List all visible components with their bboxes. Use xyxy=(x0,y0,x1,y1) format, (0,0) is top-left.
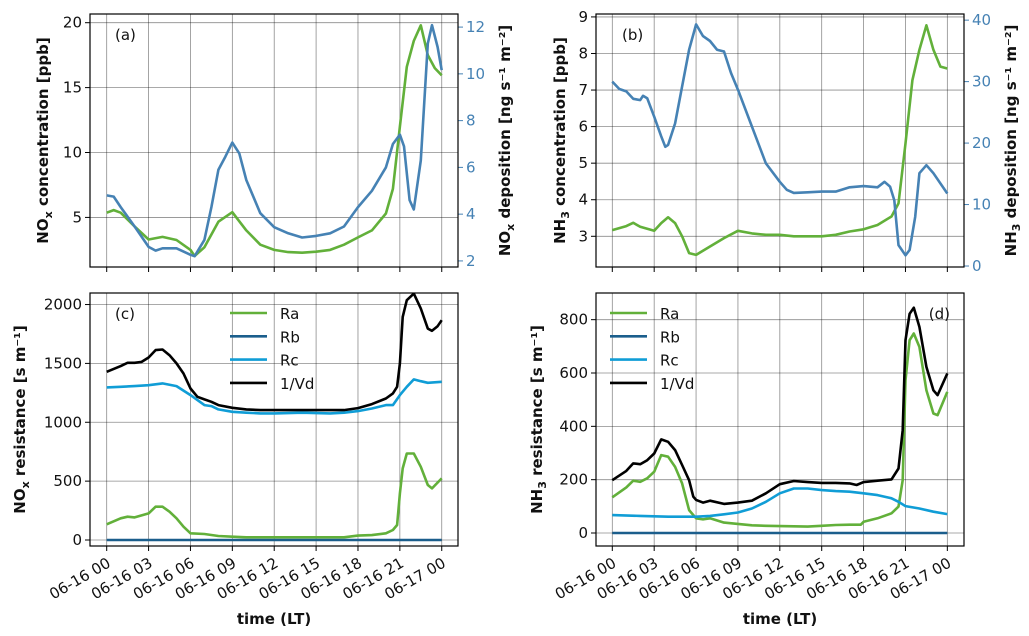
y-tick-label: 0 xyxy=(578,524,588,542)
y2-axis-label: NOx deposition [ng s⁻¹ m⁻²] xyxy=(496,25,517,256)
y-tick-label: 4 xyxy=(578,191,588,209)
y-axis-label: NOx concentration [ppb] xyxy=(34,37,55,243)
y2-axis-label: NH3 deposition [ng s⁻¹ m⁻²] xyxy=(1002,25,1023,257)
x-axis-label: time (LT) xyxy=(743,610,817,628)
y2-tick-label: 20 xyxy=(972,134,991,152)
y2-tick-label: 12 xyxy=(466,18,485,36)
y-tick-label: 500 xyxy=(53,472,82,490)
series-line-rc xyxy=(612,487,948,518)
y-tick-label: 1000 xyxy=(44,413,82,431)
series-line-nh3-deposition xyxy=(611,23,949,257)
y-tick-label: 200 xyxy=(559,471,588,489)
y2-tick-label: 10 xyxy=(466,65,485,83)
y-tick-label: 800 xyxy=(559,311,588,329)
y2-axis-label-main: NO xyxy=(496,231,514,256)
y2-axis-label-main: NH xyxy=(1002,231,1020,256)
y-tick-label: 400 xyxy=(559,417,588,435)
y-axis-label: NOx resistance [s m⁻¹] xyxy=(11,325,32,513)
series-line-nh3-concentration xyxy=(611,24,948,257)
series-line-rc xyxy=(106,378,442,415)
y2-axis-label-subscript: x xyxy=(504,224,517,231)
legend-entry: Ra xyxy=(280,305,299,323)
axes-frame xyxy=(595,292,965,547)
axes-frame xyxy=(89,292,459,547)
y-tick-label: 6 xyxy=(578,118,588,136)
legend-entry: 1/Vd xyxy=(280,375,314,393)
y-tick-label: 3 xyxy=(578,227,588,245)
y-tick-label: 9 xyxy=(578,8,588,26)
x-axis-label: time (LT) xyxy=(237,610,311,628)
y2-axis-label-rest: deposition [ng s⁻¹ m⁻²] xyxy=(496,25,514,224)
y2-tick-label: 10 xyxy=(972,196,991,214)
y-axis-label-subscript: x xyxy=(42,211,55,218)
y-tick-label: 7 xyxy=(578,81,588,99)
y2-tick-label: 30 xyxy=(972,73,991,91)
y-tick-label: 8 xyxy=(578,44,588,62)
panel-label: (a) xyxy=(115,26,136,44)
legend-entry: Rb xyxy=(280,328,300,346)
y-axis-label-main: NO xyxy=(34,218,52,243)
legend-entry: Rb xyxy=(660,328,680,346)
y-axis-label-rest: concentration [ppb] xyxy=(34,37,52,211)
legend-entry: Rc xyxy=(280,352,299,370)
panel-label: (b) xyxy=(622,26,643,44)
y-tick-label: 10 xyxy=(63,144,82,162)
y-axis-label-main: NH xyxy=(551,219,569,244)
y2-tick-label: 6 xyxy=(466,158,476,176)
y-tick-label: 20 xyxy=(63,14,82,32)
legend: Ra Rb Rc 1/Vd xyxy=(230,305,314,393)
y-axis-label-main: NO xyxy=(11,488,29,513)
panel-label: (d) xyxy=(929,305,950,323)
y2-tick-label: 40 xyxy=(972,11,991,29)
y-axis-label: NH3 concentration [ppb] xyxy=(551,37,572,244)
y2-tick-label: 4 xyxy=(466,205,476,223)
y-axis-label-subscript: x xyxy=(19,481,32,488)
y2-axis-label-rest: deposition [ng s⁻¹ m⁻²] xyxy=(1002,25,1020,224)
series-line-1-vd xyxy=(106,293,443,412)
y-axis-label-rest: concentration [ppb] xyxy=(551,37,569,211)
y-tick-label: 5 xyxy=(578,154,588,172)
legend: Ra Rb Rc 1/Vd xyxy=(610,305,694,393)
series-line-ra xyxy=(106,452,443,539)
y-tick-label: 2000 xyxy=(44,296,82,314)
y-tick-label: 1500 xyxy=(44,354,82,372)
y-tick-label: 600 xyxy=(559,364,588,382)
y2-tick-label: 8 xyxy=(466,112,476,130)
axes-frame xyxy=(89,13,459,268)
y-tick-label: 0 xyxy=(72,531,82,549)
y-axis-label-subscript: 3 xyxy=(536,481,549,489)
y2-axis-label-subscript: 3 xyxy=(1010,224,1023,232)
y2-tick-label: 0 xyxy=(972,257,982,275)
series-line-nox-concentration xyxy=(106,24,443,258)
series-line-1-vd xyxy=(611,306,949,506)
y-axis-label-subscript: 3 xyxy=(559,211,572,219)
y-axis-label-rest: resistance [s m⁻¹] xyxy=(528,325,546,481)
legend-entry: 1/Vd xyxy=(660,375,694,393)
legend-entry: Ra xyxy=(660,305,679,323)
legend-entry: Rc xyxy=(660,352,679,370)
y-tick-label: 15 xyxy=(63,79,82,97)
y-axis-label-main: NH xyxy=(528,489,546,514)
panel-label: (c) xyxy=(115,305,135,323)
series-line-ra xyxy=(611,332,949,528)
axes-frame xyxy=(595,13,965,268)
y-axis-label: NH3 resistance [s m⁻¹] xyxy=(528,325,549,514)
y-axis-label-rest: resistance [s m⁻¹] xyxy=(11,325,29,481)
y2-tick-label: 2 xyxy=(466,252,476,270)
series-line-nox-deposition xyxy=(106,23,443,258)
y-tick-label: 5 xyxy=(72,208,82,226)
